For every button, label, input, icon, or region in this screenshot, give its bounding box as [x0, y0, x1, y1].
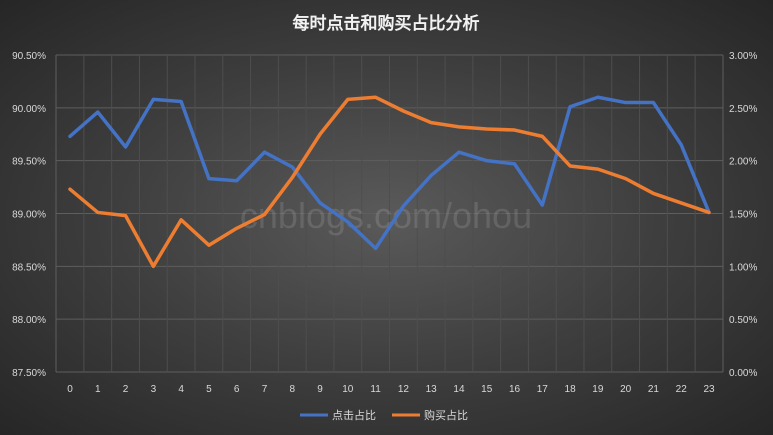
- data-point-purchase: [651, 191, 655, 195]
- x-tick-label: 20: [620, 384, 632, 395]
- data-point-purchase: [513, 128, 517, 132]
- data-point-purchase: [401, 109, 405, 113]
- data-point-click: [485, 159, 489, 163]
- x-tick-label: 1: [95, 384, 101, 395]
- data-point-click: [68, 134, 72, 138]
- x-tick-label: 6: [234, 384, 240, 395]
- x-tick-label: 13: [426, 384, 438, 395]
- y-left-tick-label: 89.00%: [12, 210, 46, 221]
- data-point-purchase: [68, 187, 72, 191]
- y-right-tick-label: 1.00%: [729, 262, 757, 273]
- data-point-purchase: [318, 132, 322, 136]
- data-point-purchase: [485, 127, 489, 131]
- x-tick-label: 7: [262, 384, 268, 395]
- x-tick-label: 16: [509, 384, 521, 395]
- data-point-click: [207, 177, 211, 181]
- x-tick-label: 5: [206, 384, 212, 395]
- legend: 点击占比 购买占比: [300, 408, 468, 422]
- data-point-purchase: [235, 226, 239, 230]
- x-tick-label: 2: [123, 384, 129, 395]
- x-tick-label: 18: [565, 384, 577, 395]
- series-line-click: [68, 95, 711, 251]
- x-tick-label: 19: [592, 384, 604, 395]
- data-point-purchase: [207, 243, 211, 247]
- data-point-click: [679, 143, 683, 147]
- x-tick-label: 23: [703, 384, 715, 395]
- x-tick-label: 0: [67, 384, 73, 395]
- data-point-purchase: [346, 97, 350, 101]
- data-point-click: [124, 145, 128, 149]
- x-tick-label: 4: [178, 384, 184, 395]
- data-point-click: [568, 105, 572, 109]
- gridlines: [55, 54, 724, 373]
- data-point-purchase: [179, 218, 183, 222]
- data-point-purchase: [540, 134, 544, 138]
- y-left-tick-label: 87.50%: [12, 368, 46, 379]
- data-point-purchase: [624, 177, 628, 181]
- legend-label-purchase: 购买占比: [424, 408, 468, 422]
- data-point-purchase: [124, 214, 128, 218]
- data-point-click: [429, 173, 433, 177]
- y-left-tick-label: 90.50%: [12, 51, 46, 62]
- y-right-tick-label: 0.00%: [729, 368, 757, 379]
- data-point-click: [513, 162, 517, 166]
- data-point-click: [290, 165, 294, 169]
- data-point-click: [179, 99, 183, 103]
- y-right-tick-label: 3.00%: [729, 51, 757, 62]
- x-tick-label: 11: [370, 384, 381, 395]
- chart-title: 每时点击和购买占比分析: [293, 13, 480, 34]
- data-point-click: [151, 97, 155, 101]
- y-left-tick-label: 88.50%: [12, 262, 46, 273]
- data-point-purchase: [290, 176, 294, 180]
- data-point-purchase: [457, 125, 461, 129]
- data-point-click: [651, 101, 655, 105]
- series-lines: [68, 95, 711, 269]
- data-point-purchase: [679, 201, 683, 205]
- data-point-click: [540, 203, 544, 207]
- data-point-click: [374, 246, 378, 250]
- legend-label-click: 点击占比: [332, 408, 376, 422]
- data-point-purchase: [596, 167, 600, 171]
- data-point-click: [262, 150, 266, 154]
- data-point-click: [318, 201, 322, 205]
- watermark: cnblogs.com/ohou: [240, 195, 532, 236]
- data-point-purchase: [151, 264, 155, 268]
- x-tick-label: 3: [151, 384, 157, 395]
- series-line-purchase: [68, 95, 711, 269]
- data-point-purchase: [374, 95, 378, 99]
- x-tick-label: 22: [676, 384, 688, 395]
- data-point-click: [457, 150, 461, 154]
- x-tick-label: 15: [481, 384, 493, 395]
- y-left-tick-label: 88.00%: [12, 315, 46, 326]
- y-right-tick-label: 0.50%: [729, 315, 757, 326]
- y-right-tick-label: 2.50%: [729, 104, 757, 115]
- data-point-purchase: [429, 121, 433, 125]
- y-right-tick-label: 1.50%: [729, 210, 757, 221]
- data-point-purchase: [262, 213, 266, 217]
- data-point-click: [346, 220, 350, 224]
- y-left-tick-label: 90.00%: [12, 104, 46, 115]
- x-tick-label: 9: [317, 384, 323, 395]
- data-point-click: [235, 179, 239, 183]
- data-point-click: [624, 101, 628, 105]
- x-tick-label: 12: [398, 384, 410, 395]
- data-point-purchase: [707, 210, 711, 214]
- data-point-purchase: [96, 210, 100, 214]
- axis-ticks: 87.50% 0.00% 88.00% 0.50% 88.50% 1.00% 89.00% 1…: [12, 51, 757, 395]
- x-tick-label: 21: [648, 384, 660, 395]
- data-point-purchase: [568, 164, 572, 168]
- data-point-click: [596, 95, 600, 99]
- x-tick-label: 10: [342, 384, 354, 395]
- data-point-click: [401, 204, 405, 208]
- x-tick-label: 17: [537, 384, 549, 395]
- x-tick-label: 14: [453, 384, 465, 395]
- data-point-click: [96, 110, 100, 114]
- x-tick-label: 8: [289, 384, 295, 395]
- y-right-tick-label: 2.00%: [729, 157, 757, 168]
- y-left-tick-label: 89.50%: [12, 157, 46, 168]
